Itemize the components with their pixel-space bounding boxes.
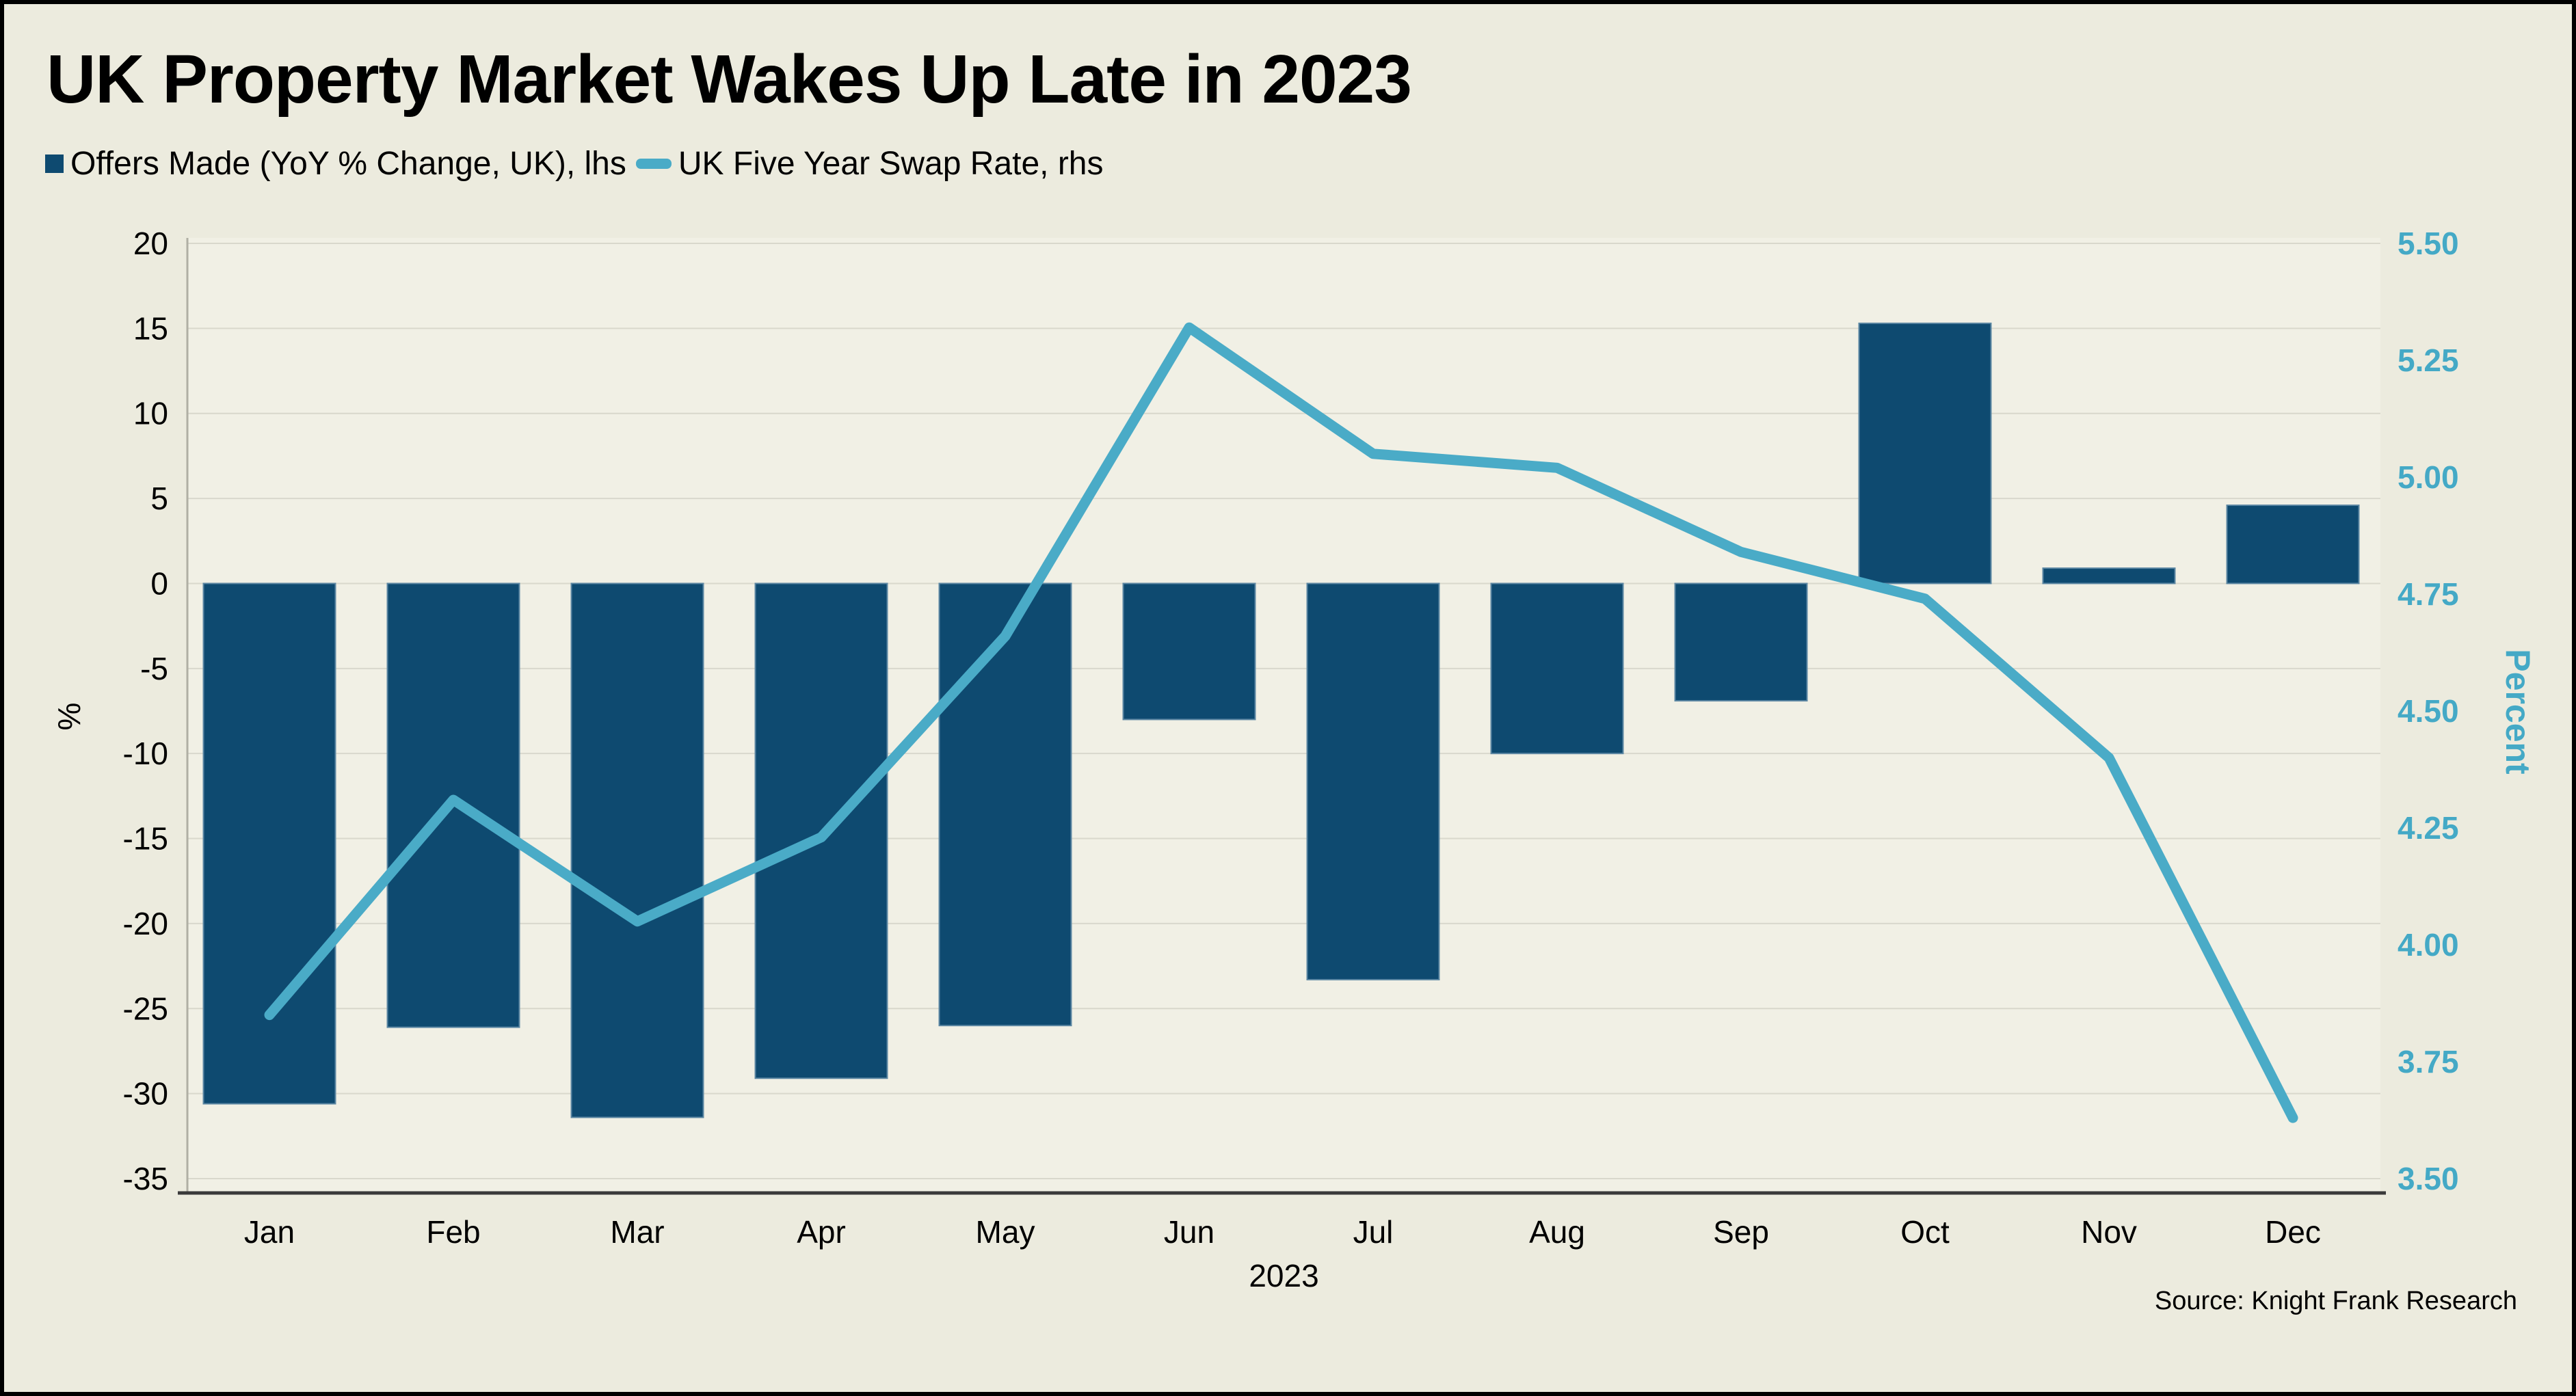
left-axis-title: % — [51, 703, 87, 731]
right-axis-tick-label: 4.50 — [2398, 693, 2459, 729]
left-axis-tick-label: -10 — [123, 736, 168, 771]
left-axis-tick-label: -35 — [123, 1161, 168, 1196]
chart-title: UK Property Market Wakes Up Late in 2023 — [47, 41, 1412, 118]
bar-jan — [202, 582, 336, 1105]
x-tick-label-dec: Dec — [2265, 1214, 2321, 1250]
bar-sep — [1674, 582, 1808, 702]
legend-label-swap-rate: UK Five Year Swap Rate, rhs — [678, 146, 1104, 182]
x-tick-label-mar: Mar — [610, 1214, 664, 1250]
right-axis-tick-label: 3.50 — [2398, 1161, 2459, 1196]
chart-legend: Offers Made (YoY % Change, UK), lhs UK F… — [45, 145, 1104, 183]
x-tick-label-feb: Feb — [426, 1214, 480, 1250]
bar-mar — [570, 582, 704, 1118]
legend-item-offers-made: Offers Made (YoY % Change, UK), lhs — [45, 145, 626, 183]
x-tick-label-jun: Jun — [1164, 1214, 1214, 1250]
bar-may — [938, 582, 1072, 1027]
x-tick-label-sep: Sep — [1713, 1214, 1769, 1250]
bar-series-swatch-icon — [45, 155, 64, 173]
left-axis-tick-label: 0 — [150, 565, 168, 601]
bar-dec — [2226, 505, 2360, 585]
swap-rate-line — [264, 322, 2298, 1123]
x-tick-label-may: May — [976, 1214, 1035, 1250]
left-axis-tick-label: 5 — [150, 481, 168, 516]
left-axis-tick-label: -20 — [123, 906, 168, 941]
x-tick-label-nov: Nov — [2081, 1214, 2137, 1250]
chart-canvas: 20 15 10 5 0 -5 -10 -15 -20 -25 -30 -35 5.50 5.25 5.00… — [51, 226, 2537, 1293]
right-axis-tick-label: 4.25 — [2398, 810, 2459, 846]
x-tick-label-jan: Jan — [244, 1214, 295, 1250]
source-credit: Source: Knight Frank Research — [2154, 1287, 2517, 1315]
bar-oct — [1858, 322, 1992, 585]
x-tick-label-apr: Apr — [797, 1214, 846, 1250]
left-axis-tick-label: 15 — [133, 310, 168, 346]
right-axis-tick-label: 4.75 — [2398, 576, 2459, 612]
left-axis-tick-label: -25 — [123, 991, 168, 1026]
right-axis-tick-label: 5.25 — [2398, 343, 2459, 378]
bar-jun — [1122, 582, 1256, 721]
x-axis-title: 2023 — [1249, 1258, 1318, 1293]
left-axis-tick-label: -15 — [123, 821, 168, 857]
left-axis-tick-label: -5 — [140, 651, 168, 686]
right-axis-tick-label: 5.50 — [2398, 226, 2459, 261]
legend-label-offers-made: Offers Made (YoY % Change, UK), lhs — [70, 146, 626, 182]
line-series-swatch-icon — [635, 159, 672, 169]
x-tick-label-oct: Oct — [1900, 1214, 1950, 1250]
bar-jul — [1306, 582, 1440, 980]
left-axis-tick-label: 20 — [133, 226, 168, 261]
legend-item-swap-rate: UK Five Year Swap Rate, rhs — [635, 145, 1104, 183]
right-axis-title: Percent — [2499, 649, 2537, 775]
right-axis-tick-label: 3.75 — [2398, 1044, 2459, 1079]
right-axis-tick-label: 5.00 — [2398, 459, 2459, 495]
right-axis-tick-label: 4.00 — [2398, 927, 2459, 963]
x-tick-label-jul: Jul — [1353, 1214, 1394, 1250]
left-axis-tick-label: 10 — [133, 396, 168, 431]
left-axis-tick-label: -30 — [123, 1076, 168, 1112]
x-tick-label-aug: Aug — [1529, 1214, 1585, 1250]
bar-nov — [2042, 567, 2176, 585]
bar-aug — [1490, 582, 1624, 755]
